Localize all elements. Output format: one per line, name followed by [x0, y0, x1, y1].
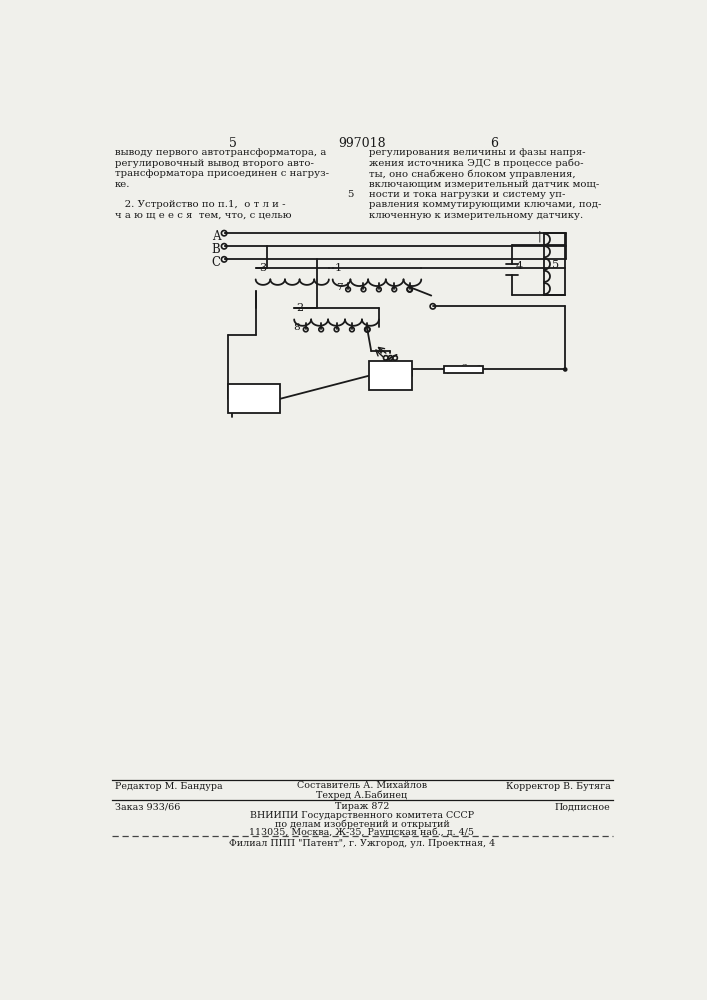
- Bar: [444, 366, 483, 373]
- Text: регулировочный вывод второго авто-: регулировочный вывод второго авто-: [115, 159, 314, 168]
- Text: ВНИИПИ Государственного комитета СССР: ВНИИПИ Государственного комитета СССР: [250, 811, 474, 820]
- Text: ч а ю щ е е с я  тем, что, с целью: ч а ю щ е е с я тем, что, с целью: [115, 211, 291, 220]
- Text: включающим измерительный датчик мощ-: включающим измерительный датчик мощ-: [369, 180, 599, 189]
- Text: Филиал ППП "Патент", г. Ужгород, ул. Проектная, 4: Филиал ППП "Патент", г. Ужгород, ул. Про…: [229, 839, 495, 848]
- Text: трансформатора присоединен с нагруз-: трансформатора присоединен с нагруз-: [115, 169, 329, 178]
- Text: Подписное: Подписное: [555, 802, 611, 811]
- Text: 4: 4: [516, 261, 523, 271]
- Text: 2. Устройство по п.1,  о т л и -: 2. Устройство по п.1, о т л и -: [115, 200, 286, 209]
- Text: 9: 9: [387, 369, 395, 382]
- Text: Заказ 933/66: Заказ 933/66: [115, 802, 180, 811]
- Text: ключенную к измерительному датчику.: ключенную к измерительному датчику.: [369, 211, 583, 220]
- Text: по делам изобретений и открытий: по делам изобретений и открытий: [274, 819, 450, 829]
- Text: |: |: [538, 231, 542, 242]
- Text: жения источника ЭДС в процессе рабо-: жения источника ЭДС в процессе рабо-: [369, 159, 583, 168]
- Text: 3: 3: [259, 263, 267, 273]
- Text: 5: 5: [347, 190, 354, 199]
- Text: C: C: [212, 256, 221, 269]
- Text: 6: 6: [460, 364, 467, 373]
- Text: ности и тока нагрузки и систему уп-: ности и тока нагрузки и систему уп-: [369, 190, 566, 199]
- Text: 5: 5: [228, 137, 237, 150]
- Circle shape: [563, 367, 568, 372]
- Text: B: B: [212, 243, 221, 256]
- Text: выводу первого автотрансформатора, а: выводу первого автотрансформатора, а: [115, 148, 326, 157]
- Text: 2: 2: [296, 303, 303, 313]
- Text: 1: 1: [335, 263, 342, 273]
- Text: Корректор В. Бутяга: Корректор В. Бутяга: [506, 782, 611, 791]
- Text: регулирования величины и фазы напря-: регулирования величины и фазы напря-: [369, 148, 585, 157]
- Bar: [228, 384, 281, 413]
- Text: 6: 6: [491, 137, 498, 150]
- Text: 8: 8: [293, 323, 300, 332]
- Text: 113035, Москва, Ж-35, Раушская наб., д. 4/5: 113035, Москва, Ж-35, Раушская наб., д. …: [250, 828, 474, 837]
- Text: 997018: 997018: [338, 137, 386, 150]
- Text: Техред А.Бабинец: Техред А.Бабинец: [317, 791, 407, 800]
- Text: 5: 5: [551, 260, 559, 270]
- Text: 10: 10: [246, 392, 262, 405]
- Text: 7: 7: [336, 283, 342, 292]
- Text: равления коммутирующими ключами, под-: равления коммутирующими ключами, под-: [369, 200, 601, 209]
- Text: A: A: [212, 230, 221, 243]
- Text: Тираж 872: Тираж 872: [335, 802, 389, 811]
- Text: ты, оно снабжено блоком управления,: ты, оно снабжено блоком управления,: [369, 169, 575, 179]
- Text: Составитель А. Михайлов: Составитель А. Михайлов: [297, 781, 427, 790]
- Text: Редактор М. Бандура: Редактор М. Бандура: [115, 782, 223, 791]
- Bar: [369, 361, 411, 390]
- Text: ке.: ке.: [115, 180, 130, 189]
